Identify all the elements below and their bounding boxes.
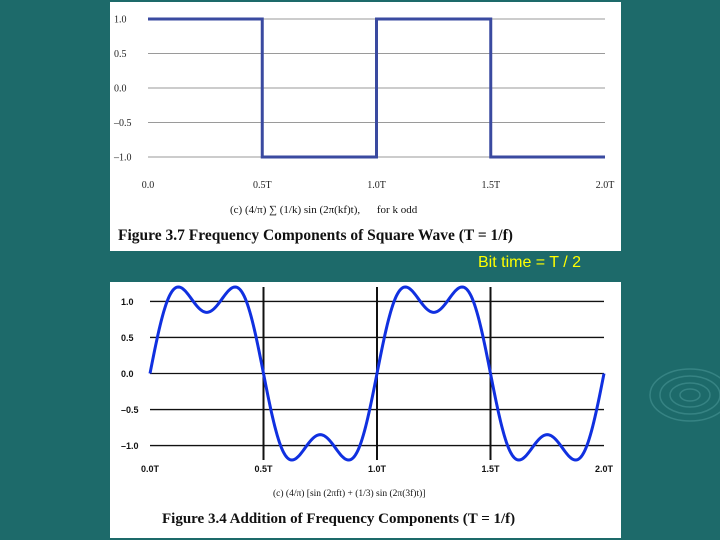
- sum-wave-line: [148, 285, 606, 462]
- x-tick-label: 0.0: [142, 180, 155, 191]
- y-tick-label: 0.5: [114, 49, 127, 60]
- bit-time-annotation: Bit time = T / 2: [478, 254, 582, 271]
- x-tick-label: 1.5T: [481, 464, 500, 474]
- x-tick-label: 2.0T: [596, 180, 615, 191]
- y-tick-label: –0.5: [113, 118, 132, 129]
- y-tick-label: 0.0: [121, 369, 134, 379]
- x-tick-label: 1.0T: [367, 180, 386, 191]
- x-tick-label: 0.0T: [141, 464, 160, 474]
- x-tick-label: 2.0T: [595, 464, 614, 474]
- y-tick-label: 1.0: [114, 15, 127, 26]
- x-tick-label: 0.5T: [253, 180, 272, 191]
- frequency-addition-figure-title: Figure 3.4 Addition of Frequency Compone…: [162, 511, 516, 527]
- frequency-addition-formula: (c) (4/π) [sin (2πft) + (1/3) sin (2π(3f…: [273, 489, 426, 499]
- y-tick-label: 0.0: [114, 84, 127, 95]
- x-tick-label: 0.5T: [254, 464, 273, 474]
- y-tick-label: 1.0: [121, 297, 134, 307]
- y-tick-label: –1.0: [121, 441, 139, 451]
- frequency-addition-figure: 1.0 0.5 0.0 –0.5 –1.0 0.0T 0.5T 1.0T 1.5T 2.0T (c…: [110, 282, 621, 538]
- square-wave-figure: 1.0 0.5 0.0 –0.5 –1.0 0.0 0.5T 1.0T 1.5T 2.0T (c)…: [110, 2, 621, 251]
- square-wave-formula: (c) (4/π) ∑ (1/k) sin (2π(kf)t), for k o…: [230, 204, 418, 216]
- x-tick-label: 1.5T: [481, 180, 500, 191]
- square-wave-line: [148, 17, 605, 159]
- frequency-addition-chart: 1.0 0.5 0.0 –0.5 –1.0 0.0T 0.5T 1.0T 1.5T 2.0T: [121, 285, 614, 474]
- y-tick-label: 0.5: [121, 333, 134, 343]
- square-wave-figure-title: Figure 3.7 Frequency Components of Squar…: [118, 227, 513, 244]
- y-tick-label: –0.5: [121, 405, 139, 415]
- y-tick-label: –1.0: [113, 153, 132, 164]
- square-wave-chart: 1.0 0.5 0.0 –0.5 –1.0 0.0 0.5T 1.0T 1.5T 2.0T: [113, 15, 615, 192]
- x-tick-label: 1.0T: [368, 464, 387, 474]
